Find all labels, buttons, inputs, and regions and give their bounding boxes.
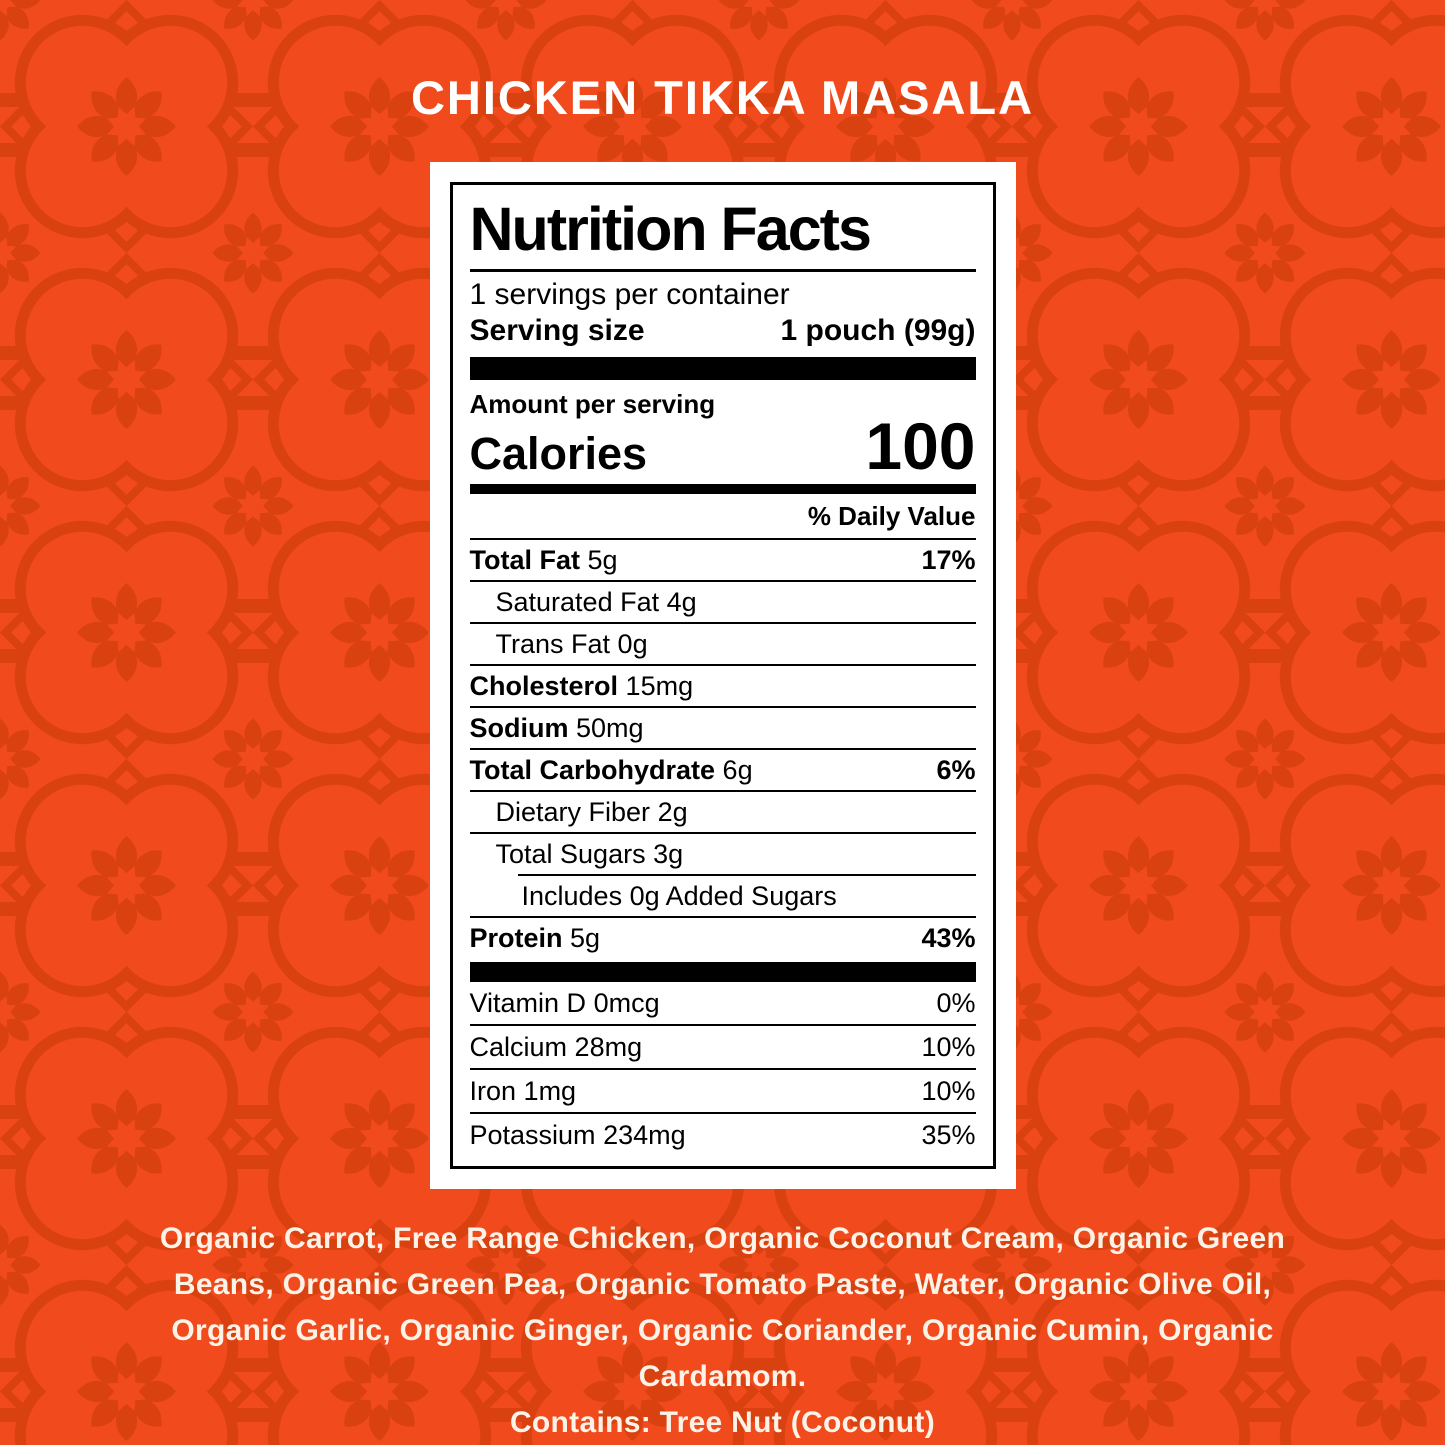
nutrient-dv: 35% [921, 1119, 976, 1150]
nutrient-amount: 3g [653, 838, 684, 869]
nutrient-dv: 6% [936, 754, 976, 785]
divider [469, 663, 976, 666]
nutrient-dv: 10% [921, 1031, 976, 1062]
divider [469, 831, 976, 834]
serving-size-label: Serving size [469, 313, 645, 347]
micronutrient-row-iron: Iron 1mg 10% [470, 1070, 976, 1112]
serving-size-value: 1 pouch (99g) [780, 313, 976, 347]
divider [469, 915, 976, 918]
divider [469, 1023, 976, 1026]
servings-per-container: 1 servings per container [469, 277, 790, 311]
nutrient-amount: 0g [617, 628, 648, 659]
nutrient-amount: 4g [666, 586, 697, 617]
micronutrient-row-vitamin-d: Vitamin D 0mcg 0% [470, 982, 976, 1024]
ingredients-block: Organic Carrot, Free Range Chicken, Orga… [128, 1216, 1318, 1445]
divider [469, 1067, 976, 1070]
nutrient-row-sodium: Sodium 50mg [470, 708, 976, 748]
ingredients-text: Organic Carrot, Free Range Chicken, Orga… [159, 1221, 1286, 1393]
divider [469, 621, 976, 624]
nutrition-label-card: Nutrition Facts 1 servings per container… [429, 161, 1016, 1189]
thick-bar [469, 356, 976, 380]
calories-row: Calories 100 [469, 408, 976, 484]
nutrient-amount: 2g [657, 796, 688, 827]
nutrient-name: Total Sugars [495, 838, 646, 869]
nutrient-row-dietary-fiber: Dietary Fiber 2g [470, 792, 976, 832]
nutrient-name: Total Fat [469, 544, 581, 575]
nutrient-amount: 0mcg [593, 987, 660, 1018]
divider [469, 268, 976, 272]
product-title: CHICKEN TIKKA MASALA [410, 71, 1035, 124]
nutrient-amount: 50mg [576, 712, 644, 743]
nutrient-dv: 43% [921, 922, 976, 953]
nutrient-row-added-sugars: Includes 0g Added Sugars [470, 876, 976, 916]
divider [469, 789, 976, 792]
nutrient-amount: 15mg [625, 670, 694, 701]
nutrient-dv: 10% [921, 1075, 976, 1106]
nutrient-amount: 1mg [523, 1075, 577, 1106]
nutrient-name: Iron [469, 1075, 517, 1106]
micronutrient-row-potassium: Potassium 234mg 35% [470, 1114, 976, 1156]
nutrient-name: Vitamin D [469, 987, 587, 1018]
nutrient-dv: 17% [921, 544, 976, 575]
divider [469, 705, 976, 708]
nutrient-name: Sodium [469, 712, 569, 743]
nutrition-facts-title: Nutrition Facts [469, 194, 872, 263]
nutrient-row-total-sugars: Total Sugars 3g [470, 834, 976, 874]
nutrient-name: Dietary Fiber [495, 796, 651, 827]
nutrient-row-trans-fat: Trans Fat 0g [470, 624, 976, 664]
calories-value: 100 [865, 408, 976, 483]
nutrient-name: Trans Fat [495, 628, 611, 659]
nutrient-name: Cholesterol [469, 670, 619, 701]
nutrient-name: Saturated Fat [495, 586, 660, 617]
nutrient-row-total-fat: Total Fat 5g 17% [470, 540, 976, 580]
nutrient-name: Potassium [469, 1119, 596, 1150]
calories-label: Calories [469, 427, 648, 479]
micronutrient-row-calcium: Calcium 28mg 10% [470, 1026, 976, 1068]
micronutrients-section: Vitamin D 0mcg 0% Calcium 28mg 10% Iron … [469, 982, 976, 1156]
daily-value-header: % Daily Value [469, 494, 976, 540]
nutrient-amount: 6g [722, 754, 753, 785]
nutrient-amount: 5g [587, 544, 618, 575]
nutrient-row-protein: Protein 5g 43% [470, 918, 976, 958]
nutrient-name: Includes 0g Added Sugars [521, 880, 837, 911]
nutrient-name: Protein [469, 922, 563, 953]
nutrient-amount: 234mg [603, 1119, 686, 1150]
nutrient-row-total-carbohydrate: Total Carbohydrate 6g 6% [470, 750, 976, 790]
divider-indented [517, 873, 976, 876]
serving-size-row: Serving size 1 pouch (99g) [470, 312, 976, 357]
contains-text: Contains: Tree Nut (Coconut) [509, 1405, 936, 1439]
nutrient-row-saturated-fat: Saturated Fat 4g [470, 582, 976, 622]
nutrient-row-cholesterol: Cholesterol 15mg [470, 666, 976, 706]
nutrition-label-border: Nutrition Facts 1 servings per container… [449, 181, 996, 1169]
nutrient-amount: 5g [570, 922, 601, 953]
divider [469, 1111, 976, 1114]
nutrient-name: Total Carbohydrate [469, 754, 716, 785]
nutrient-amount: 28mg [574, 1031, 643, 1062]
nutrient-dv: 0% [936, 987, 976, 1018]
divider [469, 747, 976, 750]
thick-bar [469, 961, 976, 982]
medium-bar [469, 483, 976, 494]
amount-per-serving-label: Amount per serving [469, 388, 716, 419]
nutrient-name: Calcium [469, 1031, 568, 1062]
divider [469, 579, 976, 582]
